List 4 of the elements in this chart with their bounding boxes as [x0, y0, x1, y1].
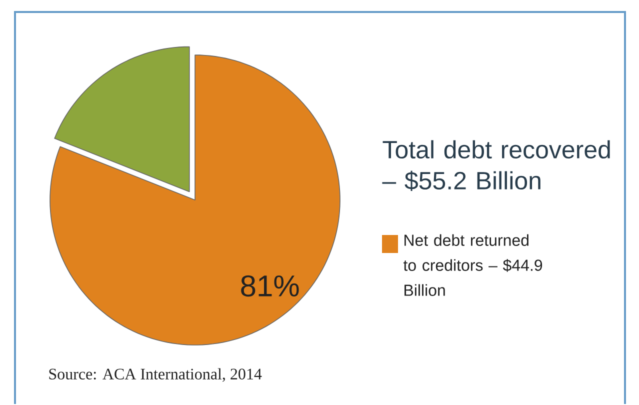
data-label: 81%	[241, 275, 299, 297]
text: Total debt recovered – $55.2 Billion	[382, 140, 610, 192]
source-note: Source: ACA International, 2014	[49, 368, 262, 382]
legend-label: Net debt returned to creditors – $44.9 Billion	[403, 234, 542, 296]
